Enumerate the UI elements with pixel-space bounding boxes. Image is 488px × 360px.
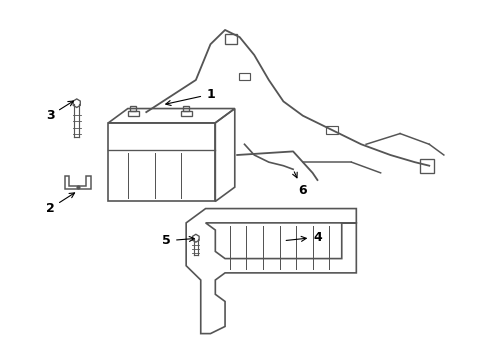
Text: 1: 1 [165, 88, 214, 105]
Bar [129, 107, 135, 111]
Text: 4: 4 [285, 231, 321, 244]
Text: 6: 6 [292, 172, 306, 197]
Bar [238, 73, 250, 80]
Bar [181, 111, 192, 116]
Bar [127, 111, 138, 116]
Bar [224, 33, 237, 44]
Bar [419, 158, 433, 173]
Bar [325, 126, 337, 134]
Bar [183, 107, 189, 111]
Text: 2: 2 [45, 193, 75, 215]
Text: 3: 3 [45, 101, 73, 122]
Text: 5: 5 [162, 234, 194, 247]
